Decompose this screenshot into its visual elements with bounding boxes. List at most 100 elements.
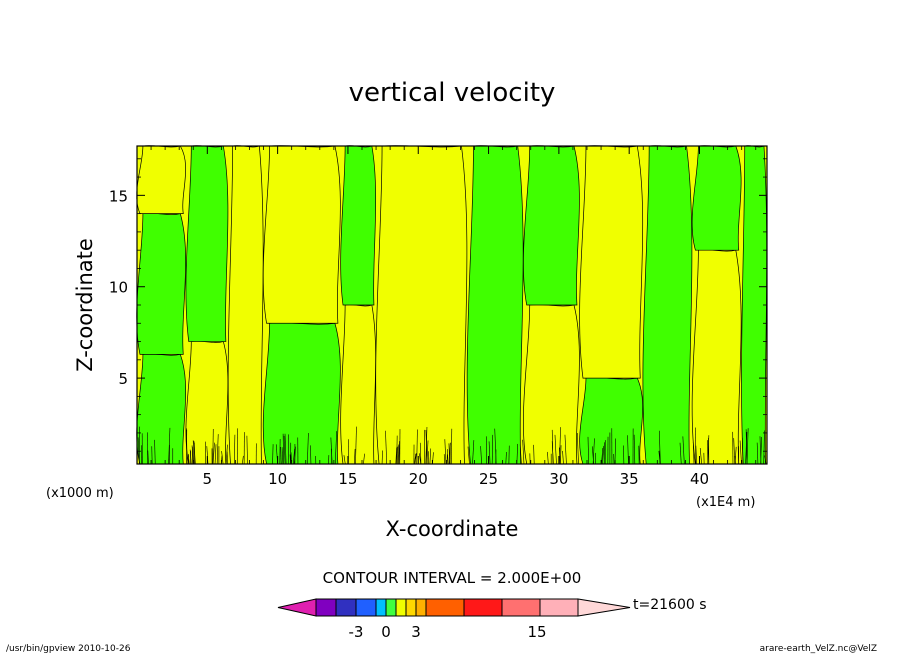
x-tick-label: 10 <box>268 470 287 488</box>
colorbar-segment <box>355 598 377 617</box>
contour-interval-label: CONTOUR INTERVAL = 2.000E+00 <box>323 569 582 587</box>
surface-contour-line <box>745 432 748 465</box>
y-axis-label: Z-coordinate <box>73 238 97 372</box>
surface-contour-line <box>505 452 507 465</box>
surface-contour-line <box>272 444 274 465</box>
surface-contour-line <box>633 434 636 465</box>
surface-contour-line <box>414 453 417 465</box>
surface-contour-line <box>221 451 224 465</box>
colorbar-segment <box>335 598 357 617</box>
velocity-region-negative <box>523 145 580 306</box>
surface-contour-line <box>330 437 333 465</box>
surface-contour-line <box>283 435 286 465</box>
y-scale-note: (x1000 m) <box>46 486 114 501</box>
surface-contour-line <box>519 444 522 465</box>
surface-contour-line <box>293 446 296 465</box>
x-tick-label: 40 <box>690 470 709 488</box>
velocity-region-negative <box>466 145 524 465</box>
surface-contour-line <box>658 430 661 465</box>
colorbar-segment <box>395 598 407 617</box>
colorbar-segment <box>539 598 579 617</box>
colorbar-tick-labels: -3 0 3 15 <box>349 623 547 641</box>
x-tick-label: 35 <box>620 470 639 488</box>
x-scale-note: (x1E4 m) <box>696 495 755 510</box>
velocity-region-negative <box>185 145 229 342</box>
surface-contour-line <box>587 436 589 465</box>
surface-contour-line <box>398 441 400 465</box>
surface-contour-line <box>284 433 287 465</box>
surface-contour-line <box>193 441 196 465</box>
surface-contour-line <box>395 447 397 465</box>
surface-contour-line <box>467 446 470 465</box>
surface-contour-line <box>627 435 629 465</box>
velocity-region-negative <box>262 322 341 465</box>
surface-contour-line <box>444 439 447 465</box>
surface-contour-line <box>764 455 767 465</box>
velocity-regions <box>136 145 768 465</box>
footer-right: arare-earth_VelZ.nc@VelZ <box>760 644 877 654</box>
surface-contour-line <box>591 446 594 465</box>
surface-contour-line <box>242 455 244 465</box>
surface-contour-line <box>246 435 248 465</box>
velocity-region-negative <box>691 145 742 251</box>
surface-contour-line <box>154 439 156 465</box>
surface-contour-line <box>576 433 579 465</box>
surface-contour-line <box>756 442 759 465</box>
velocity-region-positive <box>691 249 742 465</box>
surface-contour-line <box>494 428 497 465</box>
y-tick-label: 5 <box>118 370 128 388</box>
surface-contour-line <box>447 454 449 465</box>
surface-contour-line <box>472 440 475 465</box>
x-tick-label: 15 <box>338 470 357 488</box>
y-axis-ticks: 5 10 15 <box>109 158 767 452</box>
velocity-region-negative <box>136 353 187 465</box>
near-surface-contours <box>136 426 767 465</box>
surface-contour-line <box>745 429 748 465</box>
surface-contour-line <box>186 428 188 465</box>
surface-contour-line <box>533 444 535 465</box>
colorbar-segment <box>415 598 427 617</box>
surface-contour-line <box>480 446 482 465</box>
surface-contour-line <box>310 445 312 465</box>
colorbar <box>277 598 631 617</box>
surface-contour-line <box>560 445 562 465</box>
velocity-region-positive <box>375 145 468 465</box>
surface-contour-line <box>189 449 192 465</box>
velocity-region-negative <box>136 212 187 355</box>
colorbar-segment <box>501 598 541 617</box>
surface-contour-line <box>281 447 284 465</box>
footer-left: /usr/bin/gpview 2010-10-26 <box>6 644 131 654</box>
surface-contour-line <box>601 447 604 465</box>
surface-contour-line <box>429 448 432 465</box>
surface-contour-line <box>354 449 356 465</box>
surface-contour-line <box>292 448 295 465</box>
surface-contour-line <box>522 439 525 465</box>
surface-contour-line <box>759 436 762 465</box>
surface-contour-line <box>554 434 557 465</box>
velocity-region-negative <box>642 145 693 465</box>
colorbar-segment <box>385 598 397 617</box>
surface-contour-line <box>425 430 428 465</box>
surface-contour-line <box>419 442 422 465</box>
surface-contour-line <box>363 453 365 465</box>
surface-contour-line <box>734 455 736 465</box>
surface-contour-line <box>343 455 346 465</box>
y-tick-label: 10 <box>109 279 128 297</box>
colorbar-segment <box>315 598 337 617</box>
surface-contour-line <box>763 430 765 465</box>
surface-contour-line <box>419 453 422 465</box>
surface-contour-line <box>226 451 228 465</box>
x-tick-label: 20 <box>409 470 428 488</box>
velocity-region-negative <box>340 145 377 306</box>
colorbar-tick-label: 3 <box>411 623 421 641</box>
surface-contour-line <box>551 441 554 465</box>
surface-contour-line <box>187 453 190 465</box>
colorbar-tick-label: 0 <box>381 623 391 641</box>
surface-contour-line <box>214 444 217 465</box>
velocity-region-positive <box>262 145 341 324</box>
x-axis-ticks: 5 10 15 20 25 30 35 40 <box>150 146 757 488</box>
colorbar-segment <box>375 598 387 617</box>
surface-contour-line <box>602 445 605 465</box>
x-tick-label: 30 <box>549 470 568 488</box>
colorbar-segment <box>425 598 465 617</box>
